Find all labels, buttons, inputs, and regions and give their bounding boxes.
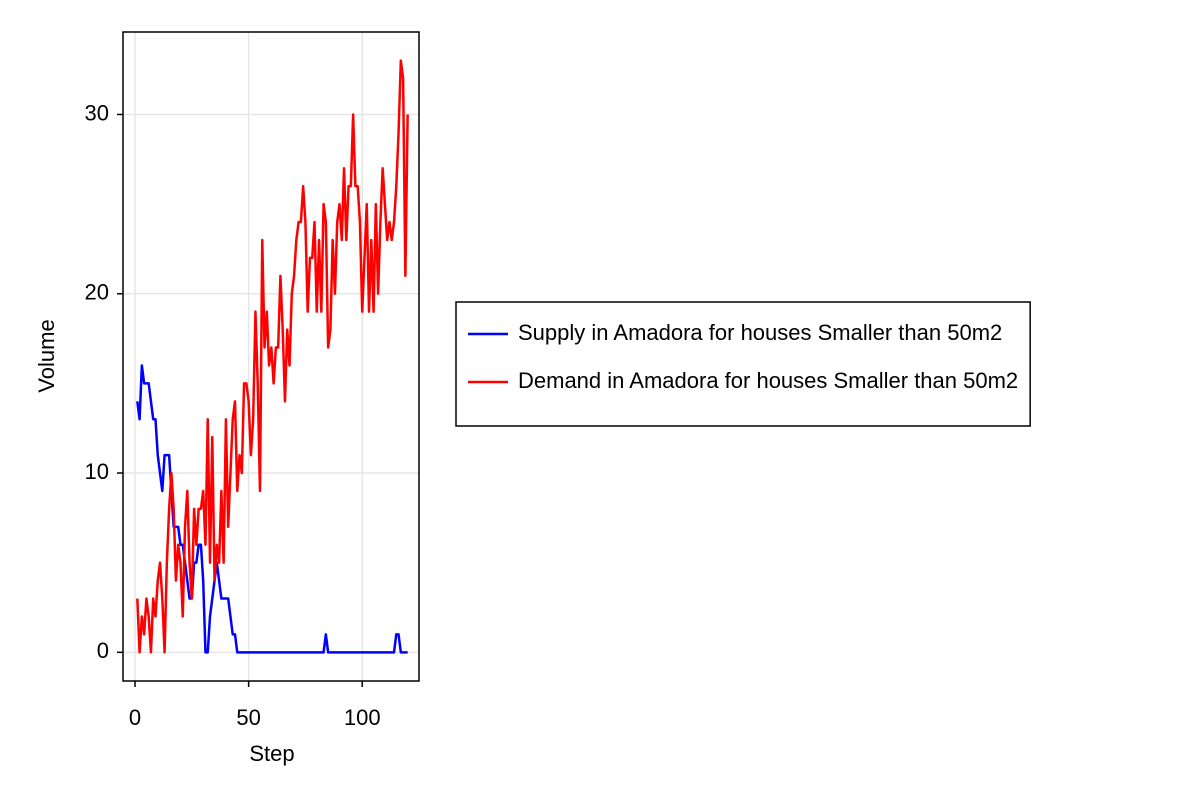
y-axis-label: Volume [34, 319, 59, 392]
series-line [136, 59, 409, 654]
x-tick-label: 50 [236, 705, 260, 730]
legend: Supply in Amadora for houses Smaller tha… [455, 301, 1031, 427]
y-tick-label: 20 [85, 280, 109, 305]
legend-label: Supply in Amadora for houses Smaller tha… [518, 320, 1002, 345]
series-line [136, 364, 408, 654]
y-tick-label: 30 [85, 100, 109, 125]
x-tick-label: 100 [344, 705, 381, 730]
plot-frame [122, 31, 420, 682]
y-tick-label: 0 [97, 638, 109, 663]
x-axis-label: Step [249, 741, 294, 766]
y-tick-label: 10 [85, 459, 109, 484]
x-tick-label: 0 [129, 705, 141, 730]
legend-label: Demand in Amadora for houses Smaller tha… [518, 368, 1018, 393]
legend-box [455, 301, 1031, 427]
